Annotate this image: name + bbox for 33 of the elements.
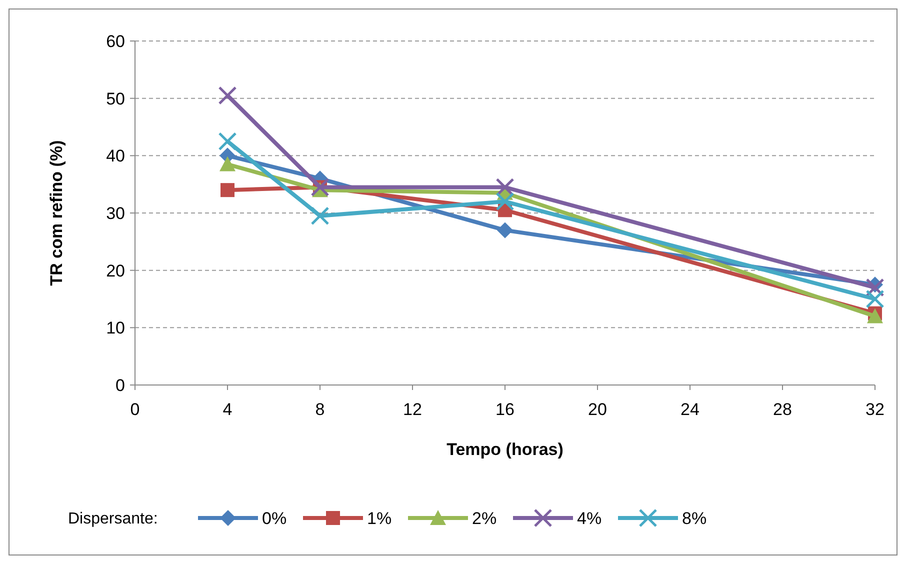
- point: [867, 308, 883, 324]
- y-tick-label: 60: [106, 32, 125, 51]
- legend-label: 4%: [577, 508, 602, 528]
- point: [497, 222, 513, 238]
- x-tick-label: 12: [403, 400, 422, 419]
- y-tick-label: 20: [106, 261, 125, 280]
- point: [218, 86, 237, 105]
- y-axis-title: TR com refino (%): [47, 140, 66, 286]
- x-tick-label: 28: [773, 400, 792, 419]
- y-tick-label: 10: [106, 318, 125, 338]
- y-tick-label: 30: [106, 204, 125, 223]
- y-tick-label: 0: [116, 376, 125, 395]
- legend-label: 2%: [472, 508, 497, 528]
- point: [310, 206, 330, 226]
- x-tick-label: 20: [588, 400, 607, 419]
- x-tick-label: 4: [222, 400, 232, 419]
- legend-label: 8%: [682, 508, 707, 528]
- point: [218, 132, 237, 151]
- x-tick-label: 32: [866, 400, 884, 419]
- legend-title: Dispersante:: [68, 510, 158, 528]
- point: [866, 290, 884, 308]
- y-tick-label: 40: [106, 146, 125, 166]
- y-tick-label: 50: [106, 89, 125, 108]
- point: [220, 156, 236, 172]
- x-tick-label: 16: [496, 400, 514, 419]
- legend-label: 0%: [262, 508, 287, 528]
- point: [496, 192, 514, 211]
- x-axis-title: Tempo (horas): [446, 440, 564, 459]
- x-tick-label: 24: [680, 400, 700, 419]
- x-tick-label: 0: [130, 400, 140, 419]
- point: [220, 183, 234, 198]
- legend-label: 1%: [367, 508, 392, 528]
- x-tick-label: 8: [315, 400, 325, 419]
